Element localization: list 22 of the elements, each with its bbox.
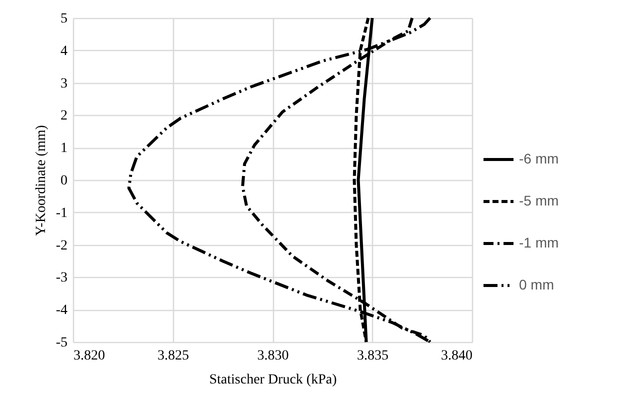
x-tick-label: 3.830 — [257, 348, 289, 364]
y-tick-label: 3 — [60, 76, 68, 92]
y-tick-label: -2 — [56, 238, 68, 254]
y-tick-label: -5 — [56, 336, 68, 350]
y-tick-label: -1 — [56, 206, 68, 221]
x-axis-title: Statischer Druck (kPa) — [209, 372, 338, 388]
x-tick-label: 3.835 — [357, 348, 388, 364]
y-axis-title: Y-Koordinate (mm) — [34, 124, 49, 236]
legend-label: 0 mm — [519, 276, 554, 292]
x-tick-label: 3.825 — [158, 348, 189, 364]
y-tick-label: 2 — [60, 108, 68, 124]
y-tick-label: -3 — [56, 270, 68, 286]
legend-label: -6 mm — [519, 150, 559, 166]
x-tick-label: 3.840 — [441, 348, 472, 364]
y-tick-label: 4 — [60, 44, 68, 59]
legend-label: -1 mm — [519, 234, 559, 250]
x-tick-label: 3.820 — [74, 348, 105, 364]
y-tick-label: 0 — [60, 174, 68, 188]
y-tick-label: 5 — [60, 12, 68, 26]
y-tick-label: -4 — [56, 303, 68, 318]
y-tick-label: 1 — [60, 141, 68, 156]
legend-label: -5 mm — [519, 192, 559, 208]
